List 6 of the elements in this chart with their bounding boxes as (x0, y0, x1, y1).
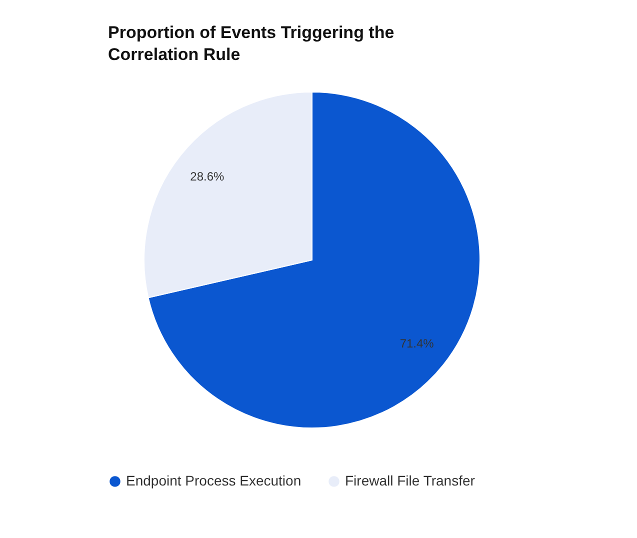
data-label: 71.4% (400, 336, 434, 350)
legend-label: Endpoint Process Execution (126, 472, 302, 488)
data-label: 28.6% (190, 170, 224, 184)
legend-label: Firewall File Transfer (345, 472, 476, 488)
pie-slice (148, 92, 480, 428)
chart-title: Proportion of Events Triggering the Correlation Rule (108, 23, 394, 64)
